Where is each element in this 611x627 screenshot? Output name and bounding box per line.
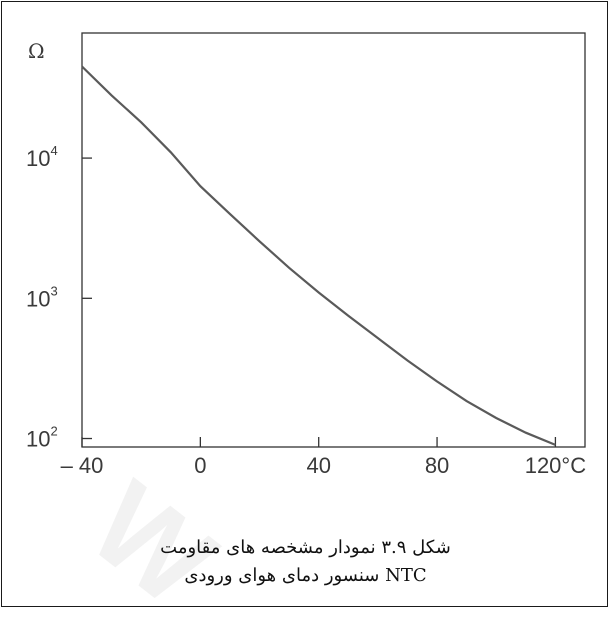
y-tick-label-2: 104 xyxy=(26,143,58,171)
x-tick-label-2: 40 xyxy=(306,453,330,478)
plot-area xyxy=(81,32,586,448)
x-tick-label-4: 120°C xyxy=(525,453,587,478)
chart: Ω – 40 0 40 80 120°C 102 103 104 xyxy=(26,32,587,478)
y-tick-label-1: 103 xyxy=(26,283,58,311)
x-tick-label-1: 0 xyxy=(194,453,206,478)
figure-frame xyxy=(1,1,608,607)
caption-line-1: شکل ۳.۹ نمودار مشخصه های مقاومت xyxy=(160,537,451,558)
x-tick-label-3: 80 xyxy=(425,453,449,478)
y-tick-label-0: 102 xyxy=(26,424,58,452)
x-tick-label-0: – 40 xyxy=(61,453,104,478)
caption-line-2: NTC سنسور دمای هوای ورودی xyxy=(184,565,427,586)
resistance-curve xyxy=(81,65,556,446)
y-unit-label: Ω xyxy=(28,39,45,63)
